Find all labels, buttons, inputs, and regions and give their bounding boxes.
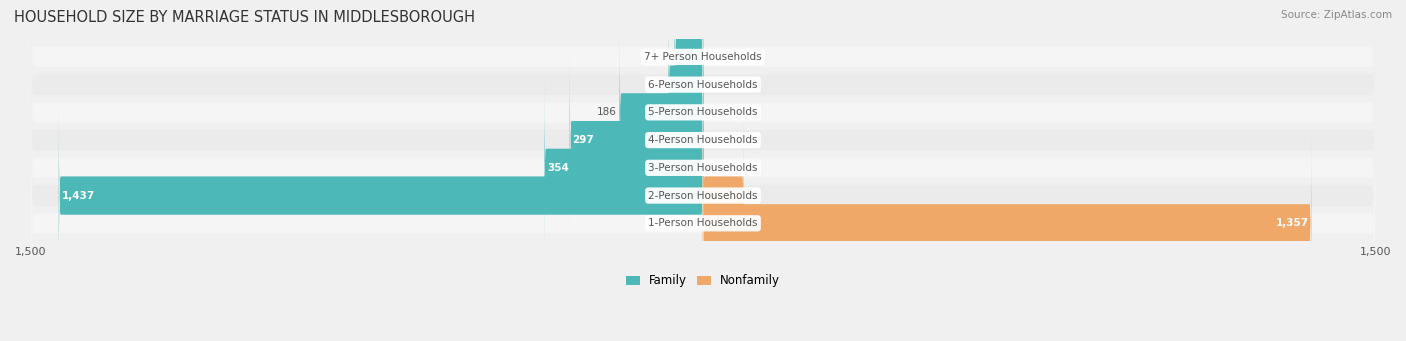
Text: 2-Person Households: 2-Person Households <box>648 191 758 201</box>
Text: 0: 0 <box>706 163 713 173</box>
FancyBboxPatch shape <box>59 104 703 287</box>
Text: 0: 0 <box>706 80 713 90</box>
Text: HOUSEHOLD SIZE BY MARRIAGE STATUS IN MIDDLESBOROUGH: HOUSEHOLD SIZE BY MARRIAGE STATUS IN MID… <box>14 10 475 25</box>
FancyBboxPatch shape <box>703 132 1312 315</box>
Text: 1-Person Households: 1-Person Households <box>648 218 758 228</box>
Text: 6-Person Households: 6-Person Households <box>648 80 758 90</box>
FancyBboxPatch shape <box>31 0 1375 296</box>
FancyBboxPatch shape <box>544 76 703 260</box>
Text: 1,357: 1,357 <box>1275 218 1309 228</box>
Text: Source: ZipAtlas.com: Source: ZipAtlas.com <box>1281 10 1392 20</box>
Text: 354: 354 <box>547 163 569 173</box>
Text: 4-Person Households: 4-Person Households <box>648 135 758 145</box>
FancyBboxPatch shape <box>675 0 703 149</box>
Text: 7+ Person Households: 7+ Person Households <box>644 52 762 62</box>
Text: 3-Person Households: 3-Person Households <box>648 163 758 173</box>
Text: 0: 0 <box>706 135 713 145</box>
Text: 77: 77 <box>652 80 666 90</box>
FancyBboxPatch shape <box>668 0 703 176</box>
FancyBboxPatch shape <box>31 0 1375 268</box>
FancyBboxPatch shape <box>31 0 1375 324</box>
Text: 297: 297 <box>572 135 595 145</box>
Text: 0: 0 <box>706 52 713 62</box>
FancyBboxPatch shape <box>31 0 1375 341</box>
Text: 0: 0 <box>706 107 713 117</box>
Legend: Family, Nonfamily: Family, Nonfamily <box>621 270 785 292</box>
FancyBboxPatch shape <box>31 0 1375 341</box>
Text: 0: 0 <box>693 218 700 228</box>
Text: 5-Person Households: 5-Person Households <box>648 107 758 117</box>
Text: 63: 63 <box>659 52 672 62</box>
FancyBboxPatch shape <box>703 104 744 287</box>
Text: 1,437: 1,437 <box>62 191 96 201</box>
FancyBboxPatch shape <box>31 12 1375 341</box>
Text: 186: 186 <box>598 107 617 117</box>
Text: 91: 91 <box>747 191 759 201</box>
FancyBboxPatch shape <box>620 20 703 204</box>
FancyBboxPatch shape <box>569 48 703 232</box>
FancyBboxPatch shape <box>31 0 1375 341</box>
